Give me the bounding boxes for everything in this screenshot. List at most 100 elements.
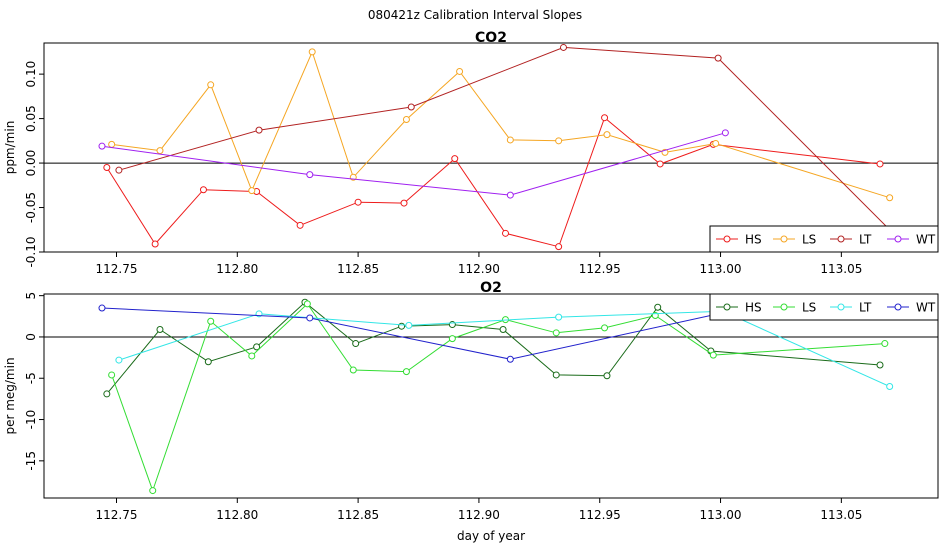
co2-point-hs <box>103 164 111 172</box>
o2-point-hs <box>204 358 212 366</box>
co2-y-axis-label: ppm/min <box>3 121 17 175</box>
co2-x-tick-label: 113.00 <box>700 262 742 276</box>
co2-point-hs <box>354 198 362 206</box>
co2-y-tick-label: -0.05 <box>24 192 38 223</box>
o2-series-lt-line <box>118 310 890 387</box>
o2-series-hs-line <box>106 301 881 395</box>
o2-point-wt <box>98 304 106 312</box>
co2-point-ls <box>506 136 514 144</box>
co2-point-hs <box>501 229 509 237</box>
o2-point-hs <box>398 322 406 330</box>
o2-plot-frame <box>43 293 939 499</box>
o2-x-tick-label: 112.80 <box>216 508 258 522</box>
o2-legend-label-ls: LS <box>802 301 816 315</box>
co2-point-hs <box>199 186 207 194</box>
o2-x-tick-label: 112.95 <box>579 508 621 522</box>
figure-title: 080421z Calibration Interval Slopes <box>368 8 582 22</box>
o2-y-tick-label: 5 <box>24 292 38 300</box>
co2-series-ls-line <box>111 50 890 199</box>
o2-point-hs <box>156 326 164 334</box>
o2-series-wt-line <box>101 307 726 360</box>
o2-point-ls <box>448 335 456 343</box>
co2-point-ls <box>712 139 720 147</box>
co2-point-wt <box>721 129 729 137</box>
o2-panel-title: O2 <box>480 280 502 296</box>
o2-y-tick-label: -5 <box>24 372 38 384</box>
co2-legend-label-lt: LT <box>859 233 872 247</box>
co2-point-ls <box>156 147 164 155</box>
o2-legend-label-lt: LT <box>859 301 872 315</box>
co2-series-lt-line <box>118 46 891 231</box>
co2-point-wt <box>98 142 106 150</box>
co2-y-tick-label: 0.10 <box>24 61 38 88</box>
o2-point-hs <box>552 371 560 379</box>
o2-y-tick-label: -15 <box>24 451 38 471</box>
o2-point-ls <box>207 317 215 325</box>
co2-x-tick-label: 112.90 <box>458 262 500 276</box>
co2-point-lt <box>714 54 722 62</box>
co2-legend-label-hs: HS <box>745 233 762 247</box>
o2-legend-marker-hs <box>723 303 731 311</box>
o2-point-ls <box>709 351 717 359</box>
o2-point-ls <box>601 324 609 332</box>
o2-point-hs <box>499 326 507 334</box>
o2-point-hs <box>352 340 360 348</box>
o2-legend-marker-wt <box>894 303 902 311</box>
co2-y-tick-label: 0.00 <box>24 150 38 177</box>
o2-x-tick-label: 113.00 <box>700 508 742 522</box>
o2-point-hs <box>603 372 611 380</box>
o2-x-tick-label: 112.85 <box>337 508 379 522</box>
o2-point-ls <box>248 352 256 360</box>
co2-point-hs <box>601 114 609 122</box>
co2-point-ls <box>402 115 410 123</box>
co2-point-lt <box>559 43 567 51</box>
o2-point-hs <box>876 361 884 369</box>
co2-y-tick-label: -0.10 <box>24 236 38 267</box>
co2-point-hs <box>151 240 159 248</box>
co2-y-tick-label: 0.05 <box>24 105 38 132</box>
o2-point-hs <box>103 390 111 398</box>
co2-x-tick-label: 112.80 <box>216 262 258 276</box>
co2-point-ls <box>207 81 215 89</box>
co2-point-ls <box>308 48 316 56</box>
co2-x-tick-label: 112.75 <box>95 262 137 276</box>
o2-x-tick-label: 113.05 <box>820 508 862 522</box>
co2-point-ls <box>886 194 894 202</box>
o2-point-ls <box>402 368 410 376</box>
o2-point-ls <box>349 366 357 374</box>
co2-point-ls <box>603 131 611 139</box>
o2-point-ls <box>303 300 311 308</box>
co2-legend-marker-hs <box>723 235 731 243</box>
co2-point-ls <box>456 67 464 75</box>
co2-point-lt <box>115 166 123 174</box>
o2-point-lt <box>405 321 413 329</box>
co2-point-hs <box>296 221 304 229</box>
o2-x-axis-label: day of year <box>457 529 525 543</box>
o2-x-tick-label: 112.90 <box>458 508 500 522</box>
co2-point-ls <box>108 140 116 148</box>
co2-series-wt-line <box>101 132 726 196</box>
co2-legend-marker-wt <box>894 235 902 243</box>
o2-y-tick-label: -10 <box>24 410 38 430</box>
co2-plot-frame <box>43 42 939 253</box>
o2-point-wt <box>306 314 314 322</box>
o2-legend-marker-lt <box>837 303 845 311</box>
co2-legend-label-wt: WT <box>916 233 936 247</box>
o2-point-ls <box>149 487 157 495</box>
co2-series-hs-line <box>106 116 881 248</box>
co2-point-wt <box>306 171 314 179</box>
co2-point-lt <box>407 103 415 111</box>
o2-point-lt <box>555 313 563 321</box>
o2-point-wt <box>506 355 514 363</box>
co2-point-ls <box>248 187 256 195</box>
co2-legend-label-ls: LS <box>802 233 816 247</box>
co2-point-hs <box>656 160 664 168</box>
o2-legend-label-hs: HS <box>745 301 762 315</box>
o2-x-tick-label: 112.75 <box>95 508 137 522</box>
o2-y-tick-label: 0 <box>24 333 38 341</box>
o2-legend-marker-ls <box>780 303 788 311</box>
co2-point-hs <box>400 199 408 207</box>
co2-point-wt <box>506 191 514 199</box>
